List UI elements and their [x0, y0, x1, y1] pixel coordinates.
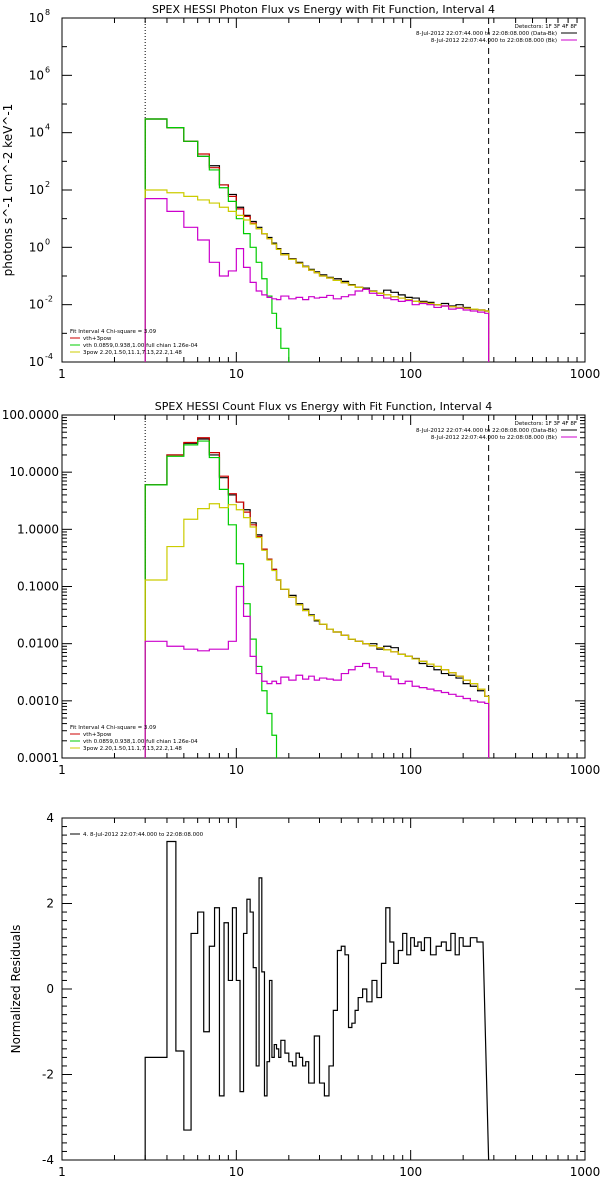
legend-text: 8-Jul-2012 22:07:44.000 to 22:08:08.000 … [416, 428, 557, 434]
series-line-vth [144, 440, 290, 758]
x-tick-label: 1000 [570, 1165, 600, 1179]
x-tick-label: 1 [58, 763, 66, 777]
series-group [144, 118, 490, 362]
series-line-data-bk [144, 438, 490, 758]
y-tick-base: 10 [29, 298, 44, 312]
y-tick-label: 10 [29, 68, 44, 82]
y-tick-label: 10 [29, 240, 44, 254]
x-tick-label: 1 [58, 1165, 66, 1179]
series-line-vth [144, 118, 297, 362]
x-tick-label: 1000 [570, 763, 600, 777]
plot-frame [61, 414, 586, 759]
legend-text: 8-Jul-2012 22:07:44.000 to 22:08:08.000 … [431, 435, 557, 441]
series-line-bk [144, 198, 490, 362]
y-tick-exponent: 4 [45, 123, 50, 132]
chart-title: SPEX HESSI Photon Flux vs Energy with Fi… [152, 3, 495, 16]
y-tick-label: 100.0000 [2, 408, 59, 422]
y-tick-exponent: 6 [45, 65, 50, 74]
x-axis: 1 10 100 1000 [58, 818, 600, 1179]
legend-text: vth 0.0859,0.938,1.00 full chian 1.26e-0… [83, 739, 198, 745]
y-tick-label: -2 [42, 1068, 54, 1082]
y-tick-exponent: 8 [45, 8, 50, 17]
series-line-vth-3pow [144, 437, 490, 758]
y-tick-label: 0.1000 [17, 580, 59, 594]
legend-text: 8-Jul-2012 22:07:44.000 to 22:08:08.000 … [431, 38, 557, 44]
x-tick-label: 1000 [570, 367, 600, 381]
legend-text: Fit Interval 4 Chi-square = 3.09 [70, 329, 157, 335]
x-tick-label: 1 [58, 367, 66, 381]
x-tick-label: 10 [229, 763, 244, 777]
y-tick-label: 10 [29, 126, 44, 140]
y-tick-base: 10 [29, 11, 44, 25]
y-tick-label: 10.0000 [9, 465, 59, 479]
y-tick-label: 10 [29, 298, 44, 312]
y-tick-label: 0.0010 [17, 694, 59, 708]
series-line-3pow [144, 189, 490, 362]
series-group [144, 437, 490, 758]
x-tick-label: 100 [399, 1165, 422, 1179]
y-tick-base: 10 [29, 183, 44, 197]
legend-text: vth+3pow [83, 732, 112, 738]
legend-top-left: 4. 8-Jul-2012 22:07:44.000 to 22:08:08.0… [70, 832, 204, 838]
panel-2: SPEX HESSI Count Flux vs Energy with Fit… [2, 400, 600, 777]
x-tick-label: 10 [229, 1165, 244, 1179]
legend-text: Detectors: 1F 3F 4F 8F [515, 421, 577, 427]
y-tick-label: 0.0100 [17, 637, 59, 651]
legend-text: 8-Jul-2012 22:07:44.000 to 22:08:08.000 … [416, 31, 557, 37]
y-axis: -4 -2 0 2 4 [42, 811, 585, 1167]
panel-3: 1 10 100 1000 -4 -2 0 2 4 Normalized Residuals 4. … [9, 811, 600, 1179]
y-tick-label: 2 [46, 897, 54, 911]
y-tick-label: 4 [46, 811, 54, 825]
y-tick-label: 0.0001 [17, 751, 59, 765]
y-axis-label: photons s^-1 cm^-2 keV^-1 [1, 104, 15, 277]
legend-bottom-left: Fit Interval 4 Chi-square = 3.09vth+3pow… [70, 329, 198, 356]
y-tick-exponent: 0 [45, 237, 50, 246]
y-tick-base: 10 [29, 240, 44, 254]
plot-frame [61, 17, 586, 363]
legend-text: 3pow 2.20,1.50,11.1,7.13,22.2,1.48 [83, 350, 182, 356]
y-axis-label: Normalized Residuals [9, 925, 23, 1054]
legend-text: vth+3pow [83, 336, 112, 342]
y-tick-exponent: -2 [45, 295, 53, 304]
legend-bottom-left: Fit Interval 4 Chi-square = 3.09vth+3pow… [70, 725, 198, 752]
legend-top-right: Detectors: 1F 3F 4F 8F8-Jul-2012 22:07:4… [416, 24, 577, 44]
legend-text: Detectors: 1F 3F 4F 8F [515, 24, 577, 30]
y-tick-exponent: -4 [45, 352, 53, 361]
legend-text: 3pow 2.20,1.50,11.1,7.13,22.2,1.48 [83, 746, 182, 752]
x-tick-label: 10 [229, 367, 244, 381]
series-line-data-bk [144, 118, 490, 362]
y-tick-label: -4 [42, 1153, 54, 1167]
y-tick-label: 10 [29, 355, 44, 369]
panel-1: SPEX HESSI Photon Flux vs Energy with Fi… [1, 3, 600, 381]
series-group [144, 840, 490, 1160]
series-line-3pow [144, 503, 490, 758]
y-tick-base: 10 [29, 68, 44, 82]
y-axis: 0.0001 0.0010 0.0100 0.1000 1.0000 10.0000 100… [2, 408, 585, 765]
plot-frame [61, 817, 586, 1161]
y-tick-label: 0 [46, 982, 54, 996]
y-tick-label: 10 [29, 11, 44, 25]
legend-text: vth 0.0859,0.938,1.00 full chian 1.26e-0… [83, 343, 198, 349]
y-tick-base: 10 [29, 355, 44, 369]
series-line-bk [144, 585, 490, 758]
legend-text: Fit Interval 4 Chi-square = 3.09 [70, 725, 157, 731]
y-tick-label: 10 [29, 183, 44, 197]
y-tick-base: 10 [29, 126, 44, 140]
x-axis: 1 10 100 1000 [58, 415, 600, 777]
y-tick-exponent: 2 [45, 180, 50, 189]
x-tick-label: 100 [399, 763, 422, 777]
chart-title: SPEX HESSI Count Flux vs Energy with Fit… [155, 400, 492, 413]
x-tick-label: 100 [399, 367, 422, 381]
series-line-residuals [144, 840, 490, 1160]
legend-text: 4. 8-Jul-2012 22:07:44.000 to 22:08:08.0… [83, 832, 204, 838]
legend-top-right: Detectors: 1F 3F 4F 8F8-Jul-2012 22:07:4… [416, 421, 577, 441]
y-tick-label: 1.0000 [17, 522, 59, 536]
series-line-vth-3pow [144, 118, 490, 362]
x-axis: 1 10 100 1000 [58, 18, 600, 381]
